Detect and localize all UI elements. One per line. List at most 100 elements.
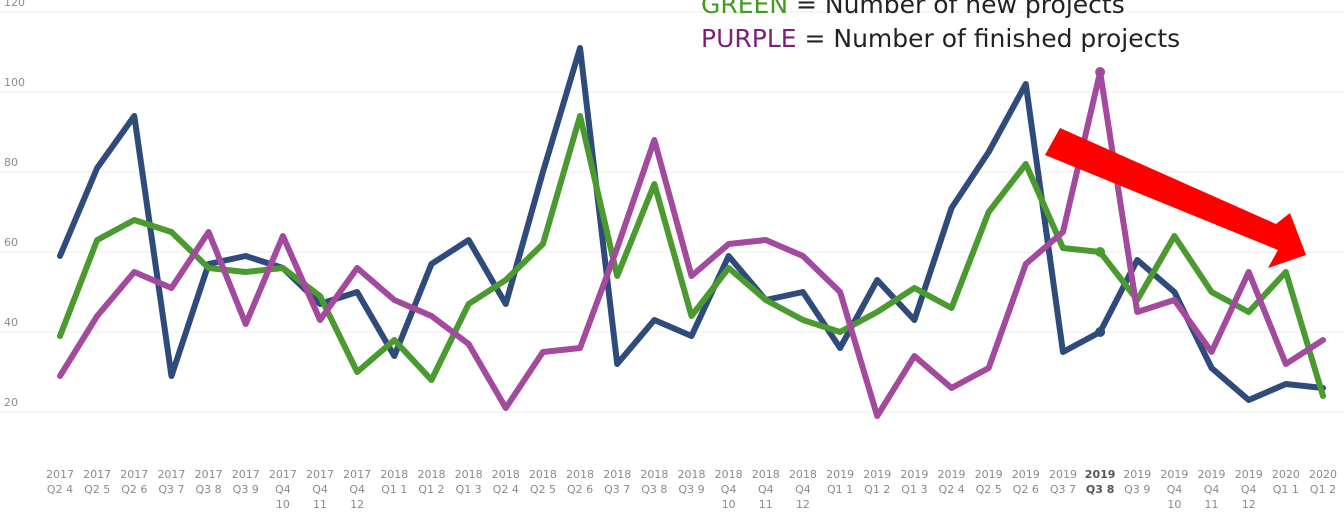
x-tick-label: 2017 bbox=[120, 468, 148, 481]
x-tick-label: 2017 bbox=[269, 468, 297, 481]
x-tick-label: Q3 9 bbox=[1124, 483, 1150, 496]
x-tick-label: 2018 bbox=[715, 468, 743, 481]
x-tick-label: Q1 1 bbox=[827, 483, 853, 496]
x-tick-label: 2017 bbox=[46, 468, 74, 481]
x-tick-label: Q4 bbox=[1241, 483, 1257, 496]
y-tick-label: 80 bbox=[4, 156, 18, 169]
x-tick-label: Q3 8 bbox=[196, 483, 222, 496]
x-tick-label: 2019 bbox=[826, 468, 854, 481]
x-tick-label: 2020 bbox=[1272, 468, 1300, 481]
x-tick-label: Q3 7 bbox=[604, 483, 630, 496]
x-tick-label: 2018 bbox=[455, 468, 483, 481]
x-tick-label: 2018 bbox=[789, 468, 817, 481]
x-tick-label: Q2 6 bbox=[567, 483, 593, 496]
x-tick-label: 2018 bbox=[492, 468, 520, 481]
x-tick-label: Q3 9 bbox=[233, 483, 259, 496]
x-tick-label: 10 bbox=[276, 498, 290, 511]
x-tick-label: 2017 bbox=[195, 468, 223, 481]
x-tick-label: 11 bbox=[313, 498, 327, 511]
x-tick-label: Q1 2 bbox=[864, 483, 890, 496]
x-tick-label: 2019 bbox=[1049, 468, 1077, 481]
x-tick-label: 2019 bbox=[900, 468, 928, 481]
x-tick-label: 2017 bbox=[306, 468, 334, 481]
x-tick-label: 2019 bbox=[1235, 468, 1263, 481]
annotation-text: = Number of finished projects bbox=[797, 24, 1181, 53]
x-tick-label: Q3 8 bbox=[641, 483, 667, 496]
y-tick-label: 100 bbox=[4, 76, 25, 89]
x-tick-label: 2017 bbox=[157, 468, 185, 481]
x-tick-label: 2019 bbox=[1198, 468, 1226, 481]
x-tick-label: 10 bbox=[1167, 498, 1181, 511]
x-tick-label: 2019 bbox=[1160, 468, 1188, 481]
x-tick-label: Q2 5 bbox=[976, 483, 1002, 496]
highlight-marker bbox=[1095, 247, 1106, 257]
x-tick-label: 2020 bbox=[1309, 468, 1337, 481]
x-tick-label: Q4 bbox=[795, 483, 811, 496]
x-tick-label: Q2 4 bbox=[47, 483, 73, 496]
y-tick-label: 20 bbox=[4, 396, 18, 409]
annotation-text: = Number of new projects bbox=[788, 0, 1125, 19]
x-tick-label: 2018 bbox=[417, 468, 445, 481]
highlight-marker bbox=[1095, 327, 1106, 337]
x-tick-label: 2017 bbox=[83, 468, 111, 481]
x-tick-label: Q1 2 bbox=[418, 483, 444, 496]
x-tick-label: Q1 3 bbox=[901, 483, 927, 496]
lines bbox=[57, 45, 1326, 419]
x-tick-label: Q2 5 bbox=[84, 483, 110, 496]
x-tick-label: 2017 bbox=[343, 468, 371, 481]
series-line bbox=[57, 45, 1326, 403]
x-tick-label: 2018 bbox=[752, 468, 780, 481]
x-tick-label: Q4 bbox=[1204, 483, 1220, 496]
x-tick-label: 2018 bbox=[678, 468, 706, 481]
x-tick-label: Q3 9 bbox=[678, 483, 704, 496]
x-tick-label: 2018 bbox=[603, 468, 631, 481]
x-tick-label: Q2 5 bbox=[530, 483, 556, 496]
x-tick-label: Q2 6 bbox=[1013, 483, 1039, 496]
x-tick-label: Q4 bbox=[758, 483, 774, 496]
x-tick-label: Q4 bbox=[349, 483, 365, 496]
x-tick-label: 2017 bbox=[232, 468, 260, 481]
x-tick-label: 2019 bbox=[863, 468, 891, 481]
x-tick-label: Q3 7 bbox=[158, 483, 184, 496]
y-tick-label: 60 bbox=[4, 236, 18, 249]
annotation-key: GREEN bbox=[701, 0, 788, 19]
y-tick-label: 40 bbox=[4, 316, 18, 329]
x-labels: 2017 Q2 4 2017 Q2 5 2017 Q2 6 2017 Q3 7 2017 Q3 8… bbox=[46, 468, 1337, 511]
grid: 20 40 60 80 100 120 bbox=[0, 0, 1344, 413]
x-tick-label: Q1 2 bbox=[1310, 483, 1336, 496]
annotation-key: PURPLE bbox=[701, 24, 797, 53]
x-tick-label: Q1 1 bbox=[381, 483, 407, 496]
x-tick-label: 2018 bbox=[640, 468, 668, 481]
x-tick-label: 12 bbox=[1242, 498, 1256, 511]
x-tick-label: Q2 4 bbox=[938, 483, 964, 496]
x-tick-label: Q3 8 bbox=[1086, 483, 1115, 496]
x-tick-label: 2019 bbox=[1012, 468, 1040, 481]
x-tick-label: Q4 bbox=[721, 483, 737, 496]
annotation: GREEN = Number of new projects bbox=[701, 0, 1125, 19]
highlight-marker bbox=[1095, 67, 1106, 77]
x-tick-label: Q2 6 bbox=[121, 483, 147, 496]
x-tick-label: Q4 bbox=[275, 483, 291, 496]
x-tick-label: Q1 3 bbox=[456, 483, 482, 496]
x-tick-label: 2019 bbox=[975, 468, 1003, 481]
trend-arrow bbox=[1045, 128, 1306, 268]
x-tick-label: 12 bbox=[796, 498, 810, 511]
x-tick-label: 2018 bbox=[380, 468, 408, 481]
x-tick-label: Q1 1 bbox=[1273, 483, 1299, 496]
series-line bbox=[57, 69, 1326, 419]
x-tick-label: Q4 bbox=[312, 483, 328, 496]
x-tick-label: 2018 bbox=[529, 468, 557, 481]
x-tick-label: Q2 4 bbox=[493, 483, 519, 496]
x-tick-label: 11 bbox=[1205, 498, 1219, 511]
x-tick-label: 2018 bbox=[566, 468, 594, 481]
x-tick-label: 2019 bbox=[1123, 468, 1151, 481]
x-tick-label: 11 bbox=[759, 498, 773, 511]
x-tick-label: 12 bbox=[350, 498, 364, 511]
x-tick-label: Q3 7 bbox=[1050, 483, 1076, 496]
y-tick-label: 120 bbox=[4, 0, 25, 9]
x-tick-label: 10 bbox=[722, 498, 736, 511]
x-tick-label: 2019 bbox=[1085, 468, 1116, 481]
annotation: PURPLE = Number of finished projects bbox=[701, 24, 1180, 53]
x-tick-label: Q4 bbox=[1167, 483, 1183, 496]
